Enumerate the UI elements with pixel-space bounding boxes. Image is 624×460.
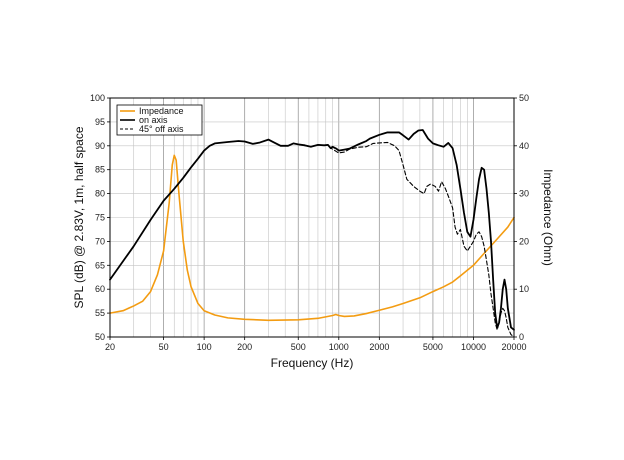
x-tick-label: 100 [197, 342, 212, 352]
y-tick-label: 90 [95, 141, 105, 151]
y-tick-label: 75 [95, 213, 105, 223]
x-tick-label: 2000 [369, 342, 389, 352]
y-right-tick-label: 0 [519, 332, 524, 342]
plot-frame [109, 97, 515, 338]
legend-entry-off-axis: 45° off axis [139, 124, 184, 134]
x-tick-label: 5000 [423, 342, 443, 352]
x-tick-label: 500 [291, 342, 306, 352]
series-line-on-axis [109, 129, 515, 331]
x-tick-label: 20000 [501, 342, 526, 352]
y-axis-right-label: Impedance (Ohm) [541, 169, 555, 266]
x-tick-label: 50 [159, 342, 169, 352]
y-axis-label: SPL (dB) @ 2.83V, 1m, half space [72, 126, 86, 308]
y-right-tick-label: 40 [519, 141, 529, 151]
y-right-tick-label: 50 [519, 93, 529, 103]
y-tick-label: 100 [90, 93, 105, 103]
legend: Impedance on axis 45° off axis [116, 104, 203, 136]
y-right-tick-label: 20 [519, 236, 529, 246]
y-tick-label: 60 [95, 284, 105, 294]
x-tick-label: 1000 [329, 342, 349, 352]
data-series [109, 129, 515, 338]
y-tick-label: 95 [95, 117, 105, 127]
y-tick-label: 55 [95, 308, 105, 318]
x-tick-label: 200 [237, 342, 252, 352]
y-right-tick-label: 10 [519, 284, 529, 294]
x-tick-label: 20 [105, 342, 115, 352]
y-tick-label: 85 [95, 165, 105, 175]
y-tick-label: 65 [95, 260, 105, 270]
x-tick-label: 10000 [461, 342, 486, 352]
x-axis-label: Frequency (Hz) [271, 356, 354, 370]
y-tick-label: 70 [95, 236, 105, 246]
legend-entry-on-axis: on axis [139, 115, 168, 125]
legend-entry-impedance: Impedance [139, 106, 184, 116]
series-line-impedance [109, 154, 515, 322]
tick-labels: 20 50 100 200 500 1000 2000 5000 10000 2000050556… [90, 93, 529, 352]
y-tick-label: 50 [95, 332, 105, 342]
series-line-45-off-axis [297, 141, 515, 338]
y-tick-label: 80 [95, 189, 105, 199]
y-right-tick-label: 30 [519, 189, 529, 199]
